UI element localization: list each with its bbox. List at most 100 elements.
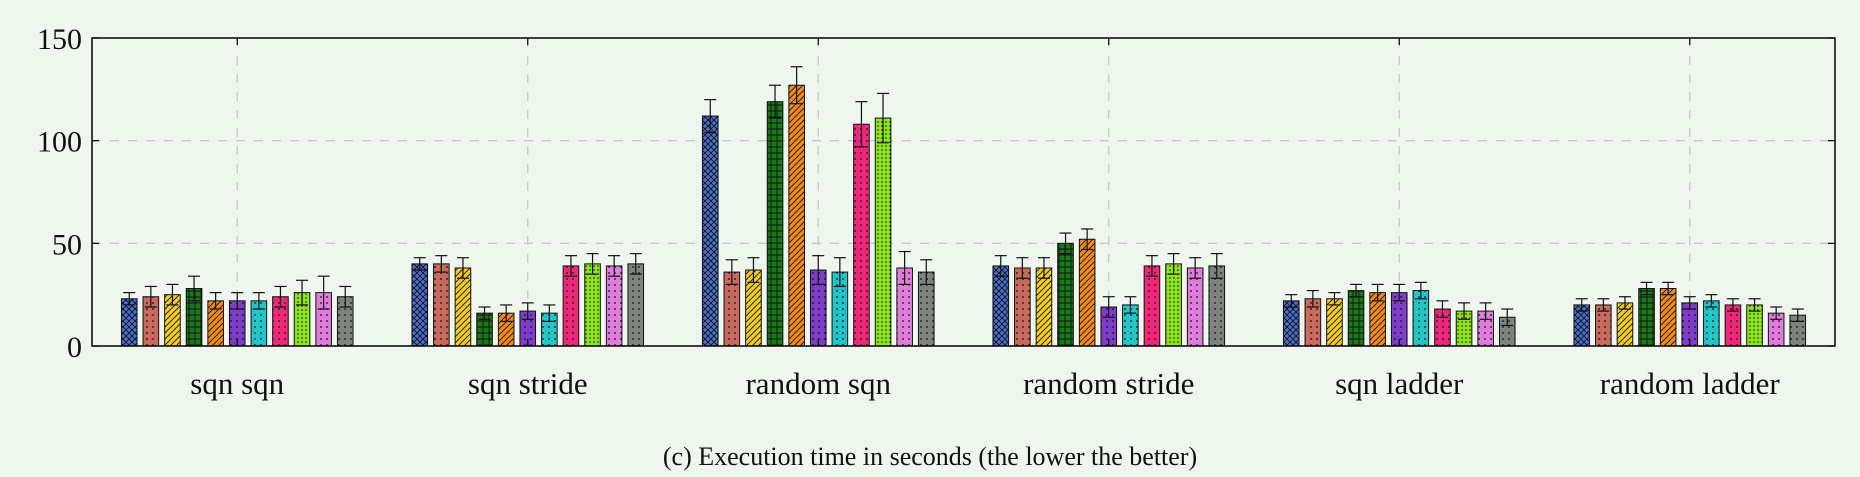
error-bar bbox=[1016, 257, 1029, 279]
error-bar bbox=[188, 275, 201, 302]
category-label: sqn sqn bbox=[190, 366, 284, 401]
error-bar bbox=[123, 292, 136, 306]
error-bar bbox=[1436, 300, 1449, 318]
error-bar bbox=[1189, 257, 1202, 279]
bar bbox=[120, 298, 138, 347]
bars bbox=[120, 84, 1807, 347]
x-axis-category-labels: sqn sqn sqn stride random sqn random stride… bbox=[190, 366, 1780, 401]
error-bar bbox=[1102, 296, 1115, 318]
y-tick-label: 100 bbox=[37, 126, 82, 159]
bar bbox=[562, 265, 580, 347]
error-bar bbox=[1726, 298, 1739, 312]
error-bar bbox=[629, 253, 642, 275]
error-bar bbox=[456, 257, 469, 279]
error-bar bbox=[1683, 296, 1696, 310]
error-bar bbox=[1414, 281, 1427, 300]
error-bar bbox=[1393, 283, 1406, 302]
error-bar bbox=[608, 255, 621, 277]
error-bar bbox=[274, 285, 287, 308]
error-bar bbox=[1306, 289, 1319, 308]
bar bbox=[1165, 263, 1182, 347]
bar bbox=[1057, 242, 1074, 347]
error-bar bbox=[920, 259, 933, 285]
error-bars bbox=[123, 66, 1804, 327]
error-bar bbox=[564, 255, 577, 277]
bar bbox=[1186, 267, 1204, 347]
error-bar bbox=[1145, 255, 1158, 277]
bar bbox=[992, 265, 1010, 347]
category-label: sqn ladder bbox=[1335, 366, 1464, 401]
error-bar bbox=[1328, 292, 1341, 306]
error-bar bbox=[1479, 302, 1492, 320]
error-bar bbox=[144, 285, 157, 308]
bar bbox=[788, 84, 805, 347]
error-bar bbox=[812, 255, 825, 285]
error-bar bbox=[209, 292, 222, 310]
bar bbox=[1703, 300, 1720, 347]
error-bar bbox=[1770, 306, 1783, 320]
error-bar bbox=[833, 257, 846, 288]
y-tick-label: 150 bbox=[37, 23, 82, 56]
error-bar bbox=[1662, 281, 1675, 296]
error-bar bbox=[413, 257, 426, 271]
error-bar bbox=[1618, 296, 1631, 310]
error-bar bbox=[855, 101, 868, 148]
error-bar bbox=[586, 253, 599, 275]
error-bar bbox=[1037, 257, 1050, 279]
bar bbox=[605, 265, 623, 347]
error-bar bbox=[994, 255, 1007, 277]
error-bar bbox=[769, 84, 782, 119]
bar bbox=[766, 101, 784, 347]
bar bbox=[627, 263, 645, 347]
bar bbox=[454, 267, 472, 347]
error-bar bbox=[339, 285, 352, 308]
bar bbox=[1347, 290, 1365, 347]
bar bbox=[853, 123, 870, 347]
error-bar bbox=[898, 250, 911, 285]
error-bar bbox=[1350, 283, 1363, 298]
bar bbox=[1035, 267, 1053, 347]
error-bar bbox=[252, 292, 265, 310]
y-tick-label: 50 bbox=[52, 228, 82, 261]
error-bar bbox=[1285, 294, 1298, 308]
error-bar bbox=[1640, 281, 1653, 296]
error-bar bbox=[1705, 294, 1718, 308]
error-bar bbox=[1791, 308, 1804, 322]
bar bbox=[874, 117, 892, 347]
bar bbox=[1014, 267, 1031, 347]
bar bbox=[701, 115, 719, 347]
error-bar bbox=[317, 275, 330, 310]
error-bar bbox=[1597, 298, 1610, 312]
error-bar bbox=[1059, 232, 1072, 255]
category-label: random stride bbox=[1023, 366, 1194, 401]
plot-frame bbox=[91, 37, 1836, 347]
error-bar bbox=[704, 98, 717, 134]
error-bar bbox=[725, 259, 738, 285]
bar bbox=[433, 263, 450, 347]
category-label: sqn stride bbox=[468, 366, 588, 401]
error-bar bbox=[166, 283, 179, 306]
bar bbox=[1326, 298, 1343, 347]
error-bar bbox=[231, 292, 244, 310]
error-bar bbox=[1748, 298, 1761, 312]
error-bar bbox=[478, 306, 491, 320]
error-bar bbox=[1210, 253, 1223, 279]
bar bbox=[1638, 288, 1655, 347]
bar bbox=[584, 263, 601, 347]
error-bar bbox=[1124, 296, 1137, 314]
error-bar bbox=[543, 304, 556, 322]
error-bar bbox=[1575, 298, 1588, 312]
error-bar bbox=[1081, 228, 1094, 251]
error-bar bbox=[521, 302, 534, 320]
error-bar bbox=[747, 257, 760, 283]
y-axis-ticks: 0 50 100 150 bbox=[37, 23, 1835, 364]
bar bbox=[1143, 265, 1161, 347]
error-bar bbox=[1371, 283, 1384, 302]
chart-caption: (c) Execution time in seconds (the lower… bbox=[663, 442, 1197, 471]
error-bar bbox=[1501, 308, 1514, 327]
error-bar bbox=[877, 92, 890, 144]
error-bar bbox=[790, 66, 803, 105]
error-bar bbox=[435, 255, 448, 273]
bar bbox=[411, 263, 429, 347]
